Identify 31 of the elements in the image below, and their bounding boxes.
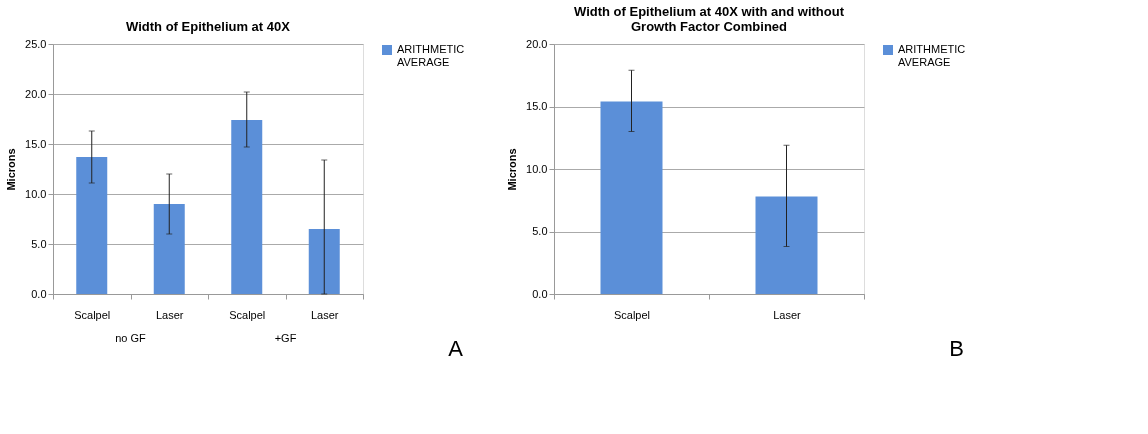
x-tick-label: Scalpel <box>613 308 651 321</box>
y-tick-label: 5.0 <box>31 237 47 250</box>
legend-label: ARITHMETIC AVERAGE <box>397 43 465 68</box>
bar <box>308 229 340 294</box>
x-tick-label: Laser <box>310 308 339 321</box>
x-tick-label: Laser <box>773 308 802 321</box>
y-axis-title: Microns <box>5 148 18 191</box>
x-tick-label: Scalpel <box>229 308 266 321</box>
bar <box>231 120 263 294</box>
text: B <box>949 336 964 361</box>
bar <box>76 157 108 294</box>
text: A <box>448 336 464 361</box>
x-tick-label: Laser <box>155 308 184 321</box>
y-axis-title: Microns <box>506 148 519 191</box>
y-tick-label: 20.0 <box>526 37 548 50</box>
y-tick-label: 0.0 <box>31 287 47 300</box>
chart-title: Width of Epithelium at 40X <box>126 19 291 34</box>
y-tick-label: 25.0 <box>25 37 47 50</box>
y-tick-label: 15.0 <box>25 137 47 150</box>
y-tick-label: 5.0 <box>532 225 548 237</box>
y-tick-label: 10.0 <box>25 187 47 200</box>
y-tick-label: 15.0 <box>526 100 548 112</box>
x-tick-label: Scalpel <box>74 308 111 321</box>
y-tick-label: 0.0 <box>532 287 548 300</box>
text: +GF <box>274 332 297 344</box>
chart-title: Width of Epithelium at 40X with and without Growth Factor Combined <box>574 4 845 34</box>
text: no GF <box>115 332 147 344</box>
y-tick-label: 10.0 <box>526 162 548 175</box>
y-tick-label: 20.0 <box>25 87 47 100</box>
legend-label: ARITHMETIC AVERAGE <box>898 43 966 68</box>
bar <box>153 204 185 294</box>
